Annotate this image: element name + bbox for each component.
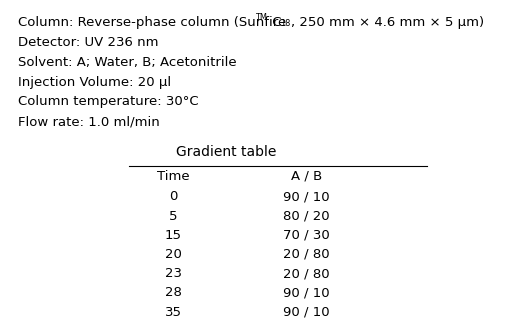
Text: 90 / 10: 90 / 10 [283, 286, 330, 299]
Text: 0: 0 [169, 190, 177, 203]
Text: TM: TM [256, 13, 268, 22]
Text: Column: Reverse-phase column (Sunfire: Column: Reverse-phase column (Sunfire [18, 16, 286, 29]
Text: 28: 28 [165, 286, 182, 299]
Text: Flow rate: 1.0 ml/min: Flow rate: 1.0 ml/min [18, 115, 159, 128]
Text: 20: 20 [165, 248, 182, 261]
Text: 80 / 20: 80 / 20 [283, 210, 330, 223]
Text: C: C [268, 16, 281, 29]
Text: Column temperature: 30°C: Column temperature: 30°C [18, 95, 198, 109]
Text: Injection Volume: 20 μl: Injection Volume: 20 μl [18, 75, 171, 89]
Text: A / B: A / B [291, 170, 322, 183]
Text: Detector: UV 236 nm: Detector: UV 236 nm [18, 36, 158, 49]
Text: 15: 15 [165, 229, 182, 242]
Text: 20 / 80: 20 / 80 [283, 267, 330, 280]
Text: 70 / 30: 70 / 30 [283, 229, 330, 242]
Text: Time: Time [157, 170, 190, 183]
Text: 90 / 10: 90 / 10 [283, 305, 330, 318]
Text: 20 / 80: 20 / 80 [283, 248, 330, 261]
Text: Solvent: A; Water, B; Acetonitrile: Solvent: A; Water, B; Acetonitrile [18, 56, 236, 69]
Text: 35: 35 [165, 305, 182, 318]
Text: , 250 mm × 4.6 mm × 5 μm): , 250 mm × 4.6 mm × 5 μm) [291, 16, 484, 29]
Text: 18: 18 [280, 19, 291, 28]
Text: Gradient table: Gradient table [176, 145, 277, 159]
Text: 5: 5 [169, 210, 177, 223]
Text: 23: 23 [165, 267, 182, 280]
Text: 90 / 10: 90 / 10 [283, 190, 330, 203]
